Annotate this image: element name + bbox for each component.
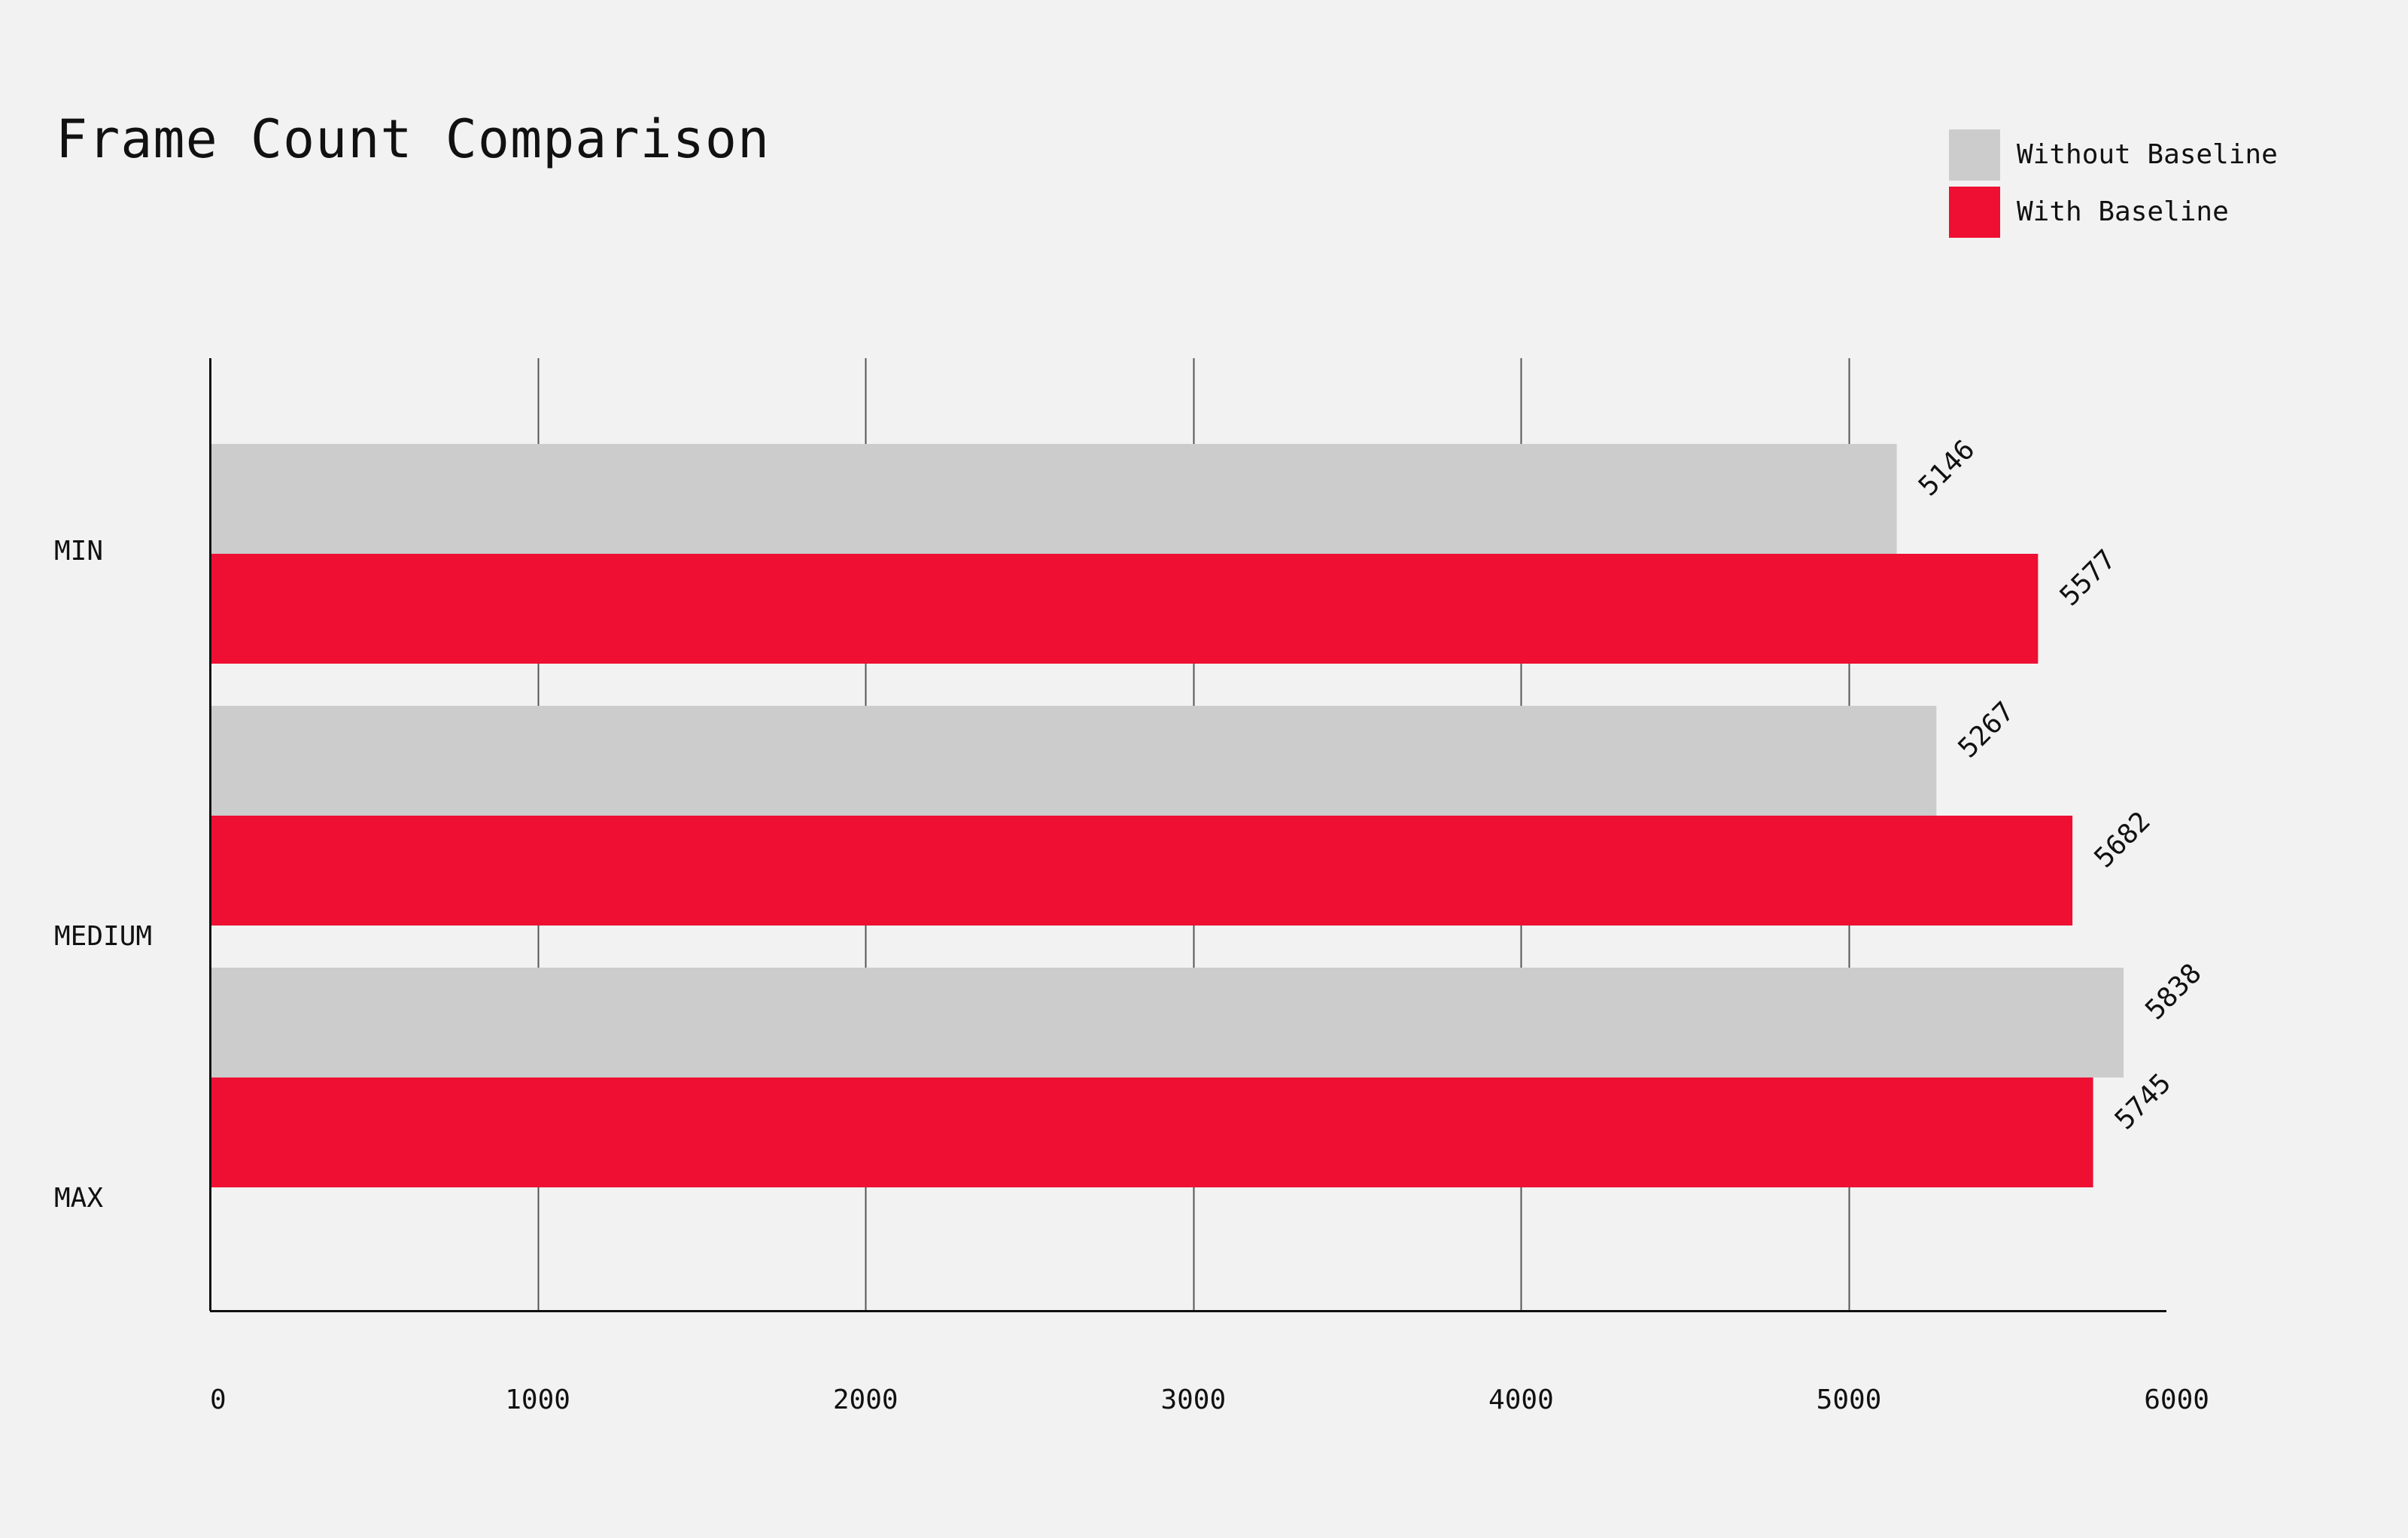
value-label-min-with-baseline: 5577 [2054,544,2122,612]
x-tick-label-3000: 3000 [1160,1385,1226,1415]
category-label-min: MIN [54,536,103,567]
bar-medium-without-baseline [210,706,1937,816]
bar-max-with-baseline [210,1078,2093,1187]
x-tick-label-1000: 1000 [505,1385,570,1415]
x-tick-label-6000: 6000 [2144,1385,2209,1415]
value-label-medium-without-baseline: 5267 [1953,696,2020,764]
value-label-max-with-baseline: 5745 [2109,1068,2177,1135]
legend: Without Baseline With Baseline [1949,129,2278,244]
legend-label-without-baseline: Without Baseline [2017,139,2278,170]
bar-min-without-baseline [210,444,1897,554]
category-label-medium: MEDIUM [54,921,152,952]
bar-max-without-baseline [210,968,2124,1078]
bar-min-with-baseline [210,554,2039,664]
bar-medium-with-baseline [210,816,2073,926]
value-label-medium-with-baseline: 5682 [2088,806,2156,874]
legend-swatch-without-baseline [1949,129,2000,181]
legend-swatch-with-baseline [1949,187,2000,238]
x-tick-label-2000: 2000 [833,1385,898,1415]
category-label-max: MAX [54,1183,103,1214]
value-label-max-without-baseline: 5838 [2139,958,2207,1026]
axes [209,358,2166,1312]
bars [210,444,2124,1187]
legend-item-with-baseline: With Baseline [1949,187,2278,238]
value-label-min-without-baseline: 5146 [1913,434,1981,502]
legend-label-with-baseline: With Baseline [2017,196,2229,227]
x-tick-label-0: 0 [210,1385,227,1415]
x-tick-label-5000: 5000 [1817,1385,1882,1415]
legend-item-without-baseline: Without Baseline [1949,129,2278,181]
x-tick-label-4000: 4000 [1488,1385,1554,1415]
chart-title: Frame Count Comparison [56,108,771,170]
